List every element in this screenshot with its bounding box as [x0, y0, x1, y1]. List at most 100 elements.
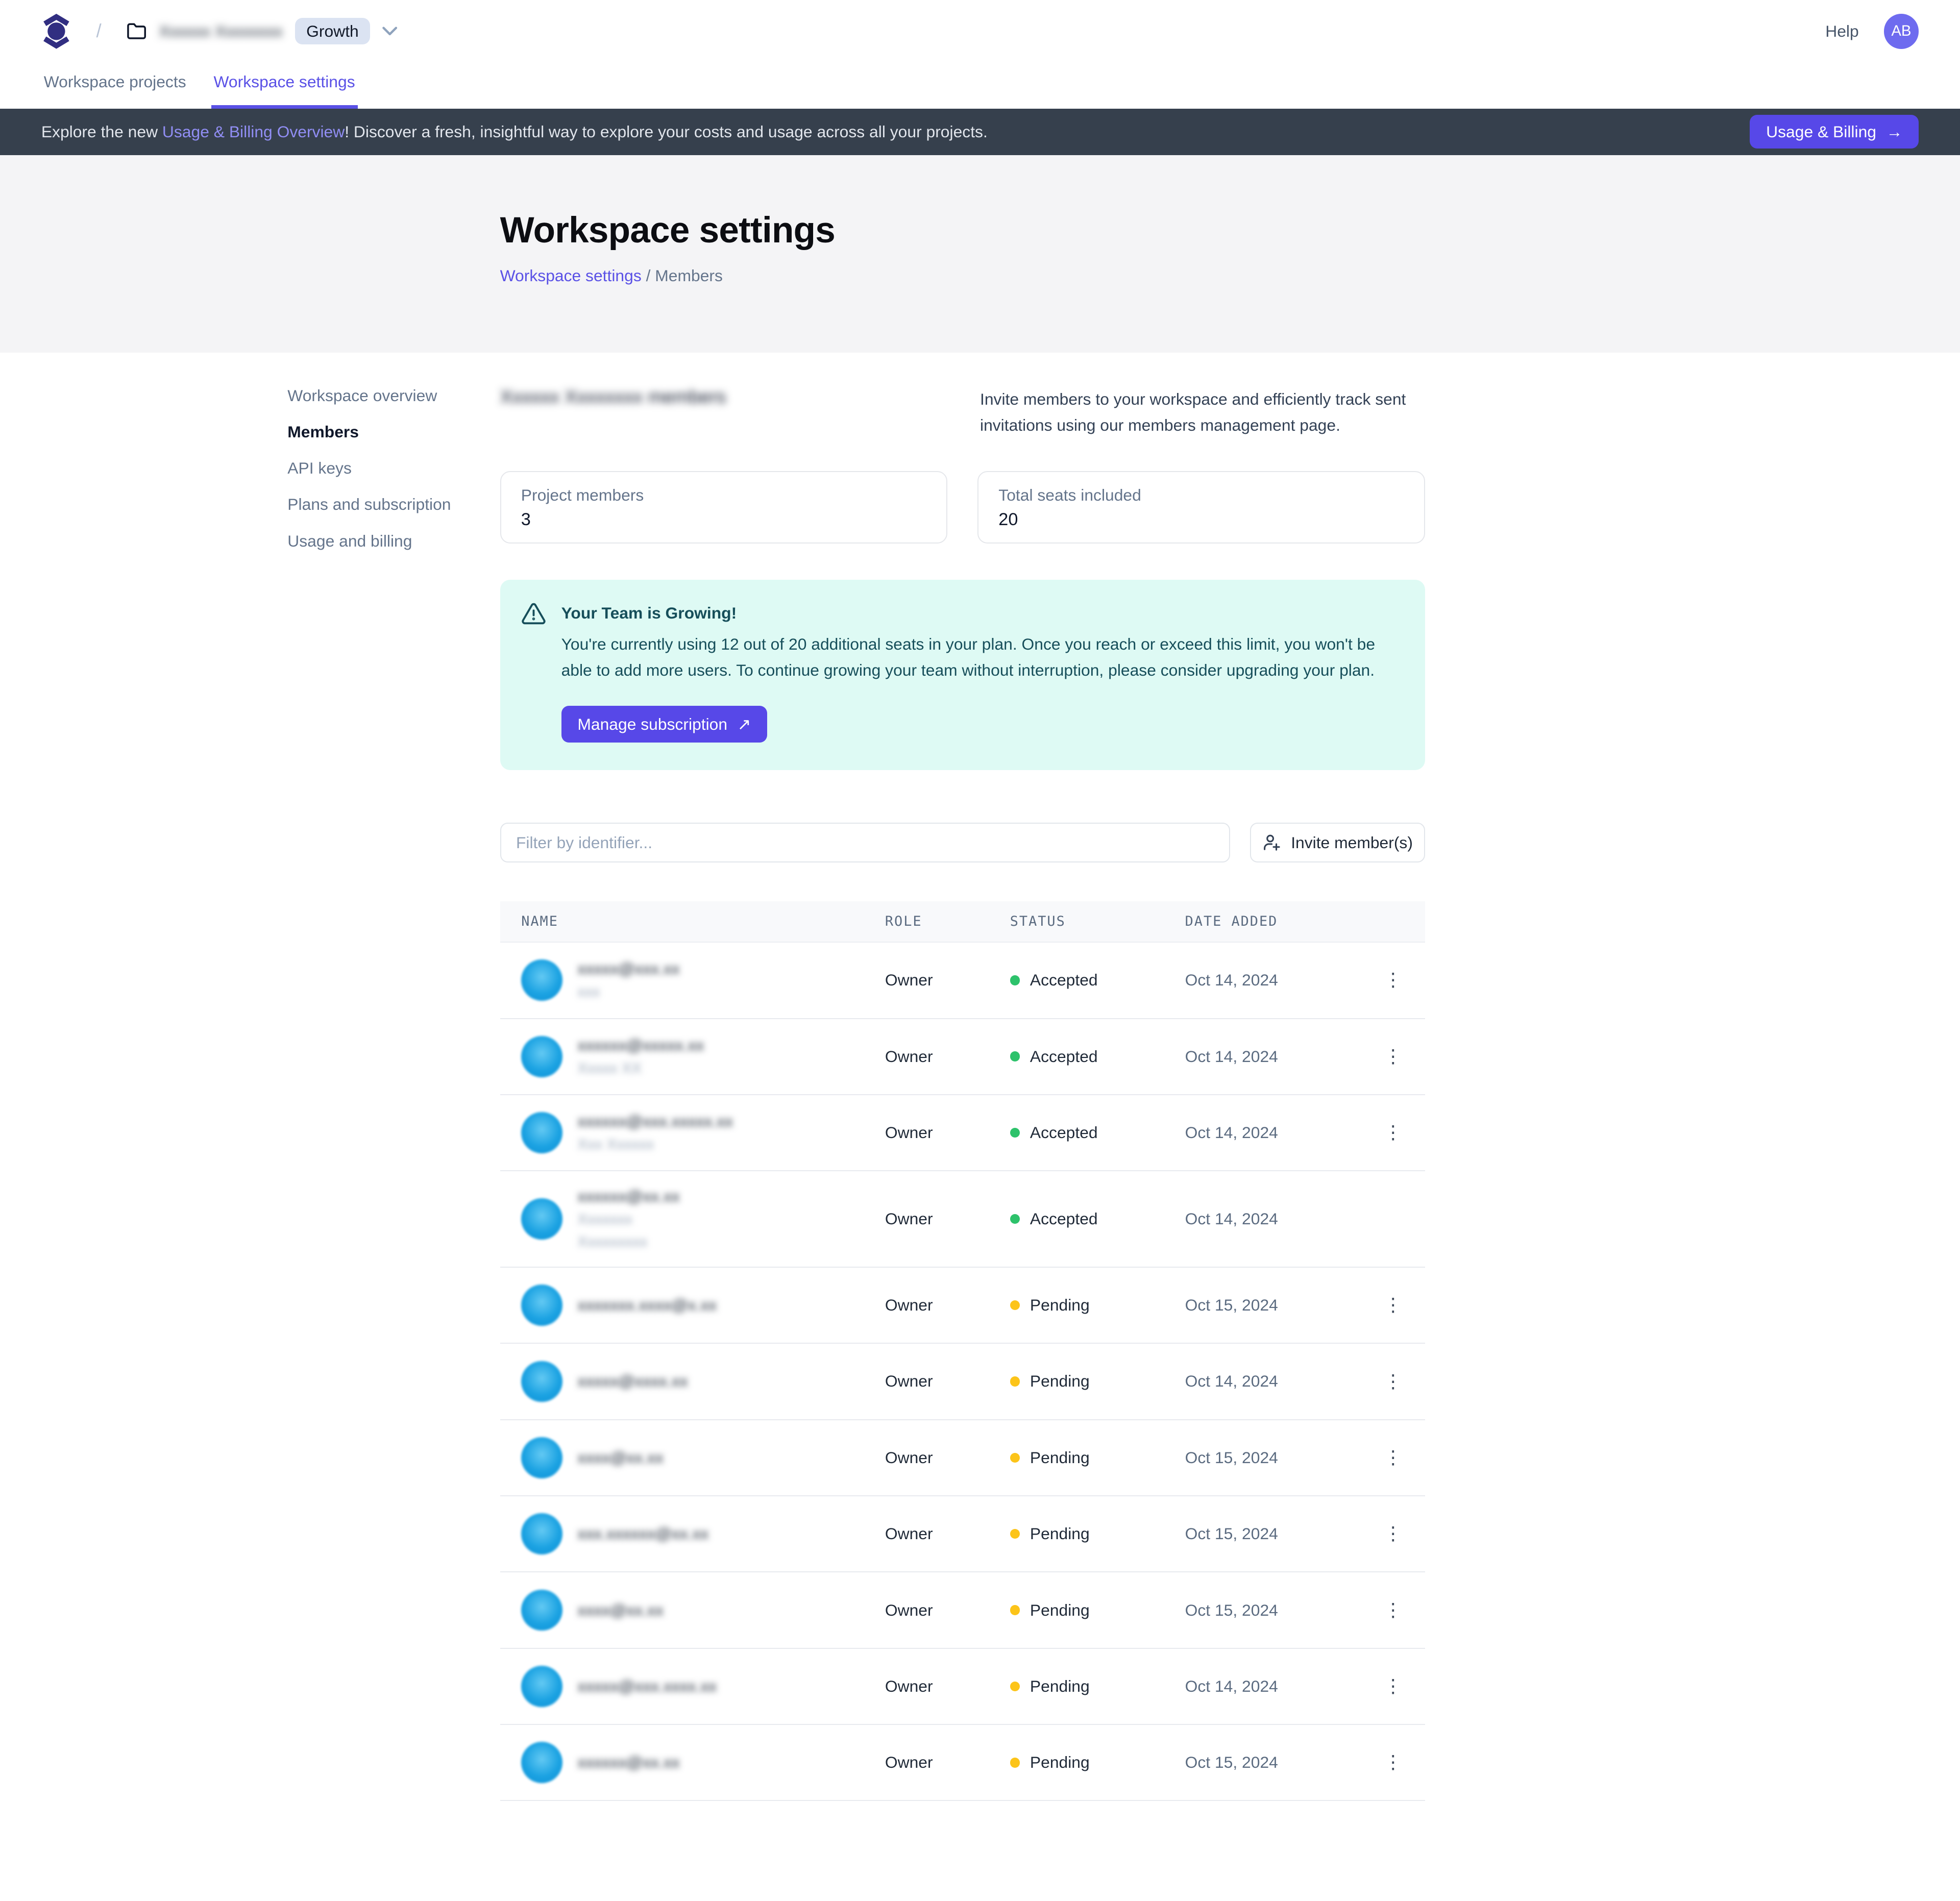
stat-card-project-members: Project members 3 [500, 471, 948, 544]
sidebar-item-plans-subscription[interactable]: Plans and subscription [287, 495, 475, 514]
status-dot [1010, 1682, 1020, 1692]
stat-value: 3 [521, 510, 926, 530]
user-avatar[interactable]: AB [1884, 14, 1919, 49]
member-date-added: Oct 14, 2024 [1175, 1372, 1375, 1391]
member-status: Pending [1000, 1677, 1175, 1696]
invite-members-button[interactable]: Invite member(s) [1250, 823, 1425, 862]
member-name-cell: xxxxx@xxxx.xx [500, 1361, 875, 1402]
member-email-blurred: xxxxx@xxxx.xx [577, 1372, 688, 1391]
usage-billing-button-label: Usage & Billing [1766, 122, 1876, 141]
row-menu-kebab-icon[interactable]: ⋮ [1384, 1296, 1403, 1315]
member-role: Owner [875, 1448, 1000, 1467]
member-username-blurred: Xxx Xxxxxx [577, 1136, 733, 1153]
table-row: xxxx@xx.xx Owner Pending Oct 15, 2024 ⋮ [500, 1420, 1425, 1496]
settings-side-nav: Workspace overview Members API keys Plan… [287, 386, 475, 568]
member-status: Accepted [1000, 971, 1175, 990]
member-email-blurred: xxxxxx@xxxxx.xx [577, 1036, 704, 1055]
status-dot [1010, 1051, 1020, 1061]
member-email-blurred: xxxxxx@xx.xx [577, 1187, 679, 1206]
status-dot [1010, 1453, 1020, 1463]
member-status: Pending [1000, 1753, 1175, 1772]
team-growing-alert: Your Team is Growing! You're currently u… [500, 580, 1425, 770]
row-menu-kebab-icon[interactable]: ⋮ [1384, 1047, 1403, 1066]
table-row: xxxxxxx.xxxx@x.xx Owner Pending Oct 15, … [500, 1268, 1425, 1344]
member-date-added: Oct 15, 2024 [1175, 1448, 1375, 1467]
page-title: Workspace settings [500, 210, 1960, 251]
filter-input[interactable] [500, 823, 1230, 862]
workspace-name-blurred[interactable]: Xxxxxx Xxxxxxxx [159, 22, 282, 41]
member-email-blurred: xxxxxxx.xxxx@x.xx [577, 1296, 717, 1315]
row-menu-kebab-icon[interactable]: ⋮ [1384, 1123, 1403, 1142]
sidebar-item-members[interactable]: Members [287, 423, 475, 441]
row-menu-kebab-icon[interactable]: ⋮ [1384, 1753, 1403, 1772]
column-header-date-added: DATE ADDED [1175, 914, 1375, 929]
avatar [521, 1590, 562, 1631]
banner-text-before: Explore the new [41, 122, 162, 141]
members-toolbar: Invite member(s) [500, 823, 1425, 862]
usage-billing-overview-link[interactable]: Usage & Billing Overview [162, 122, 345, 141]
stat-label: Total seats included [998, 486, 1404, 505]
row-menu-kebab-icon[interactable]: ⋮ [1384, 1601, 1403, 1620]
members-panel: Xxxxxx Xxxxxxxx members Invite members t… [500, 353, 1425, 1801]
status-dot [1010, 1128, 1020, 1138]
status-dot [1010, 1529, 1020, 1539]
tab-workspace-projects[interactable]: Workspace projects [41, 62, 189, 109]
member-status: Accepted [1000, 1209, 1175, 1228]
sidebar-item-workspace-overview[interactable]: Workspace overview [287, 386, 475, 405]
status-label: Accepted [1030, 1123, 1098, 1142]
members-intro-text: Invite members to your workspace and eff… [980, 386, 1425, 439]
breadcrumb-workspace-settings-link[interactable]: Workspace settings [500, 266, 642, 285]
banner-text: Explore the new Usage & Billing Overview… [41, 122, 988, 141]
members-table: NAME ROLE STATUS DATE ADDED xxxxx@xxx.xx… [500, 901, 1425, 1801]
avatar [521, 1198, 562, 1240]
row-menu-kebab-icon[interactable]: ⋮ [1384, 1448, 1403, 1467]
content-area: Workspace overview Members API keys Plan… [0, 353, 1960, 1901]
member-role: Owner [875, 971, 1000, 990]
member-status: Accepted [1000, 1123, 1175, 1142]
status-dot [1010, 1214, 1020, 1224]
app-logo-icon[interactable] [41, 14, 71, 49]
member-email-blurred: xxxx@xx.xx [577, 1448, 663, 1467]
table-row: xxxxxx@xxxxx.xx Xxxxx XX Owner Accepted … [500, 1019, 1425, 1095]
member-status: Pending [1000, 1296, 1175, 1315]
plan-badge: Growth [295, 18, 370, 44]
usage-billing-button[interactable]: Usage & Billing → [1750, 115, 1919, 149]
member-role: Owner [875, 1753, 1000, 1772]
member-status: Accepted [1000, 1047, 1175, 1066]
status-dot [1010, 1376, 1020, 1387]
table-row: xxxxx@xxx.xxxx.xx Owner Pending Oct 14, … [500, 1649, 1425, 1725]
member-role: Owner [875, 1524, 1000, 1543]
member-name-cell: xxxx@xx.xx [500, 1590, 875, 1631]
member-date-added: Oct 15, 2024 [1175, 1296, 1375, 1315]
help-link[interactable]: Help [1825, 22, 1858, 41]
status-label: Pending [1030, 1601, 1090, 1620]
row-menu-kebab-icon[interactable]: ⋮ [1384, 971, 1403, 990]
row-menu-kebab-icon[interactable]: ⋮ [1384, 1372, 1403, 1391]
member-role: Owner [875, 1047, 1000, 1066]
manage-subscription-button[interactable]: Manage subscription ↗ [561, 706, 768, 743]
member-role: Owner [875, 1296, 1000, 1315]
status-dot [1010, 1605, 1020, 1615]
breadcrumb-separator: / [646, 266, 655, 285]
invite-members-label: Invite member(s) [1291, 833, 1413, 852]
sidebar-item-usage-billing[interactable]: Usage and billing [287, 532, 475, 551]
breadcrumb: Workspace settings / Members [500, 266, 1960, 285]
member-name-cell: xxx.xxxxxx@xx.xx [500, 1513, 875, 1554]
status-label: Pending [1030, 1448, 1090, 1467]
chevron-down-icon[interactable] [382, 26, 397, 36]
arrow-right-icon: → [1886, 122, 1903, 141]
members-heading-blurred: Xxxxxx Xxxxxxxx members [500, 386, 726, 408]
member-stats: Project members 3 Total seats included 2… [500, 471, 1425, 544]
table-row: xxx.xxxxxx@xx.xx Owner Pending Oct 15, 2… [500, 1496, 1425, 1572]
member-role: Owner [875, 1123, 1000, 1142]
folder-icon [127, 22, 146, 40]
member-email-blurred: xxxx@xx.xx [577, 1601, 663, 1620]
sidebar-item-api-keys[interactable]: API keys [287, 459, 475, 478]
tab-workspace-settings[interactable]: Workspace settings [211, 62, 358, 109]
member-role: Owner [875, 1372, 1000, 1391]
row-menu-kebab-icon[interactable]: ⋮ [1384, 1524, 1403, 1543]
stat-card-total-seats: Total seats included 20 [977, 471, 1425, 544]
member-date-added: Oct 14, 2024 [1175, 1209, 1375, 1228]
row-menu-kebab-icon[interactable]: ⋮ [1384, 1677, 1403, 1696]
